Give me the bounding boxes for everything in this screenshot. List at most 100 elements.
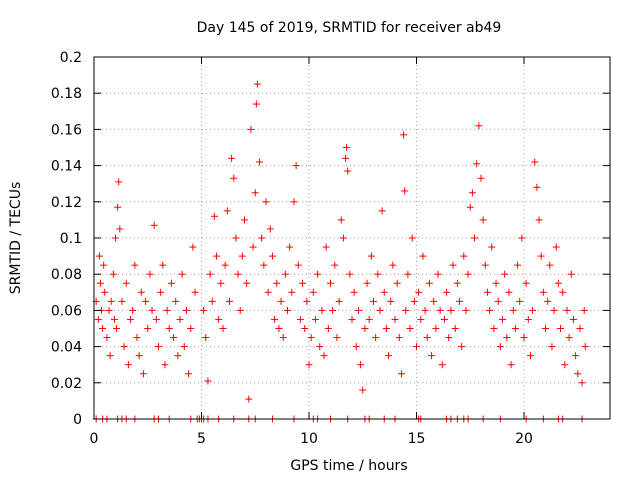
data-point	[294, 261, 302, 269]
data-point	[460, 252, 468, 260]
data-point	[155, 343, 162, 351]
data-point	[501, 270, 509, 278]
data-point	[533, 183, 541, 191]
data-point	[174, 352, 182, 360]
data-point	[329, 306, 337, 314]
data-point	[152, 315, 160, 323]
data-point	[260, 261, 268, 269]
data-point	[249, 243, 257, 251]
data-point	[361, 325, 369, 332]
data-point	[277, 297, 285, 305]
data-point	[234, 270, 242, 278]
data-point	[286, 243, 294, 251]
data-point	[402, 306, 410, 314]
x-tick-label: 5	[197, 431, 206, 447]
data-point	[574, 370, 582, 378]
data-point	[273, 279, 281, 287]
data-point	[182, 306, 190, 314]
data-point	[563, 306, 571, 314]
data-point	[129, 306, 137, 314]
data-point	[311, 315, 319, 323]
y-tick-label: 0.18	[51, 86, 82, 102]
data-point	[557, 325, 565, 332]
data-point	[127, 315, 135, 323]
data-point	[462, 306, 470, 314]
data-point	[354, 306, 362, 314]
data-point	[139, 370, 147, 378]
y-axis-label: SRMTID / TECUs	[8, 182, 24, 295]
data-point	[511, 325, 519, 332]
data-point	[217, 279, 225, 287]
data-point	[479, 216, 487, 224]
data-point	[505, 288, 513, 296]
data-point	[208, 297, 216, 305]
data-point	[109, 270, 117, 278]
data-point	[458, 343, 466, 351]
data-point	[572, 352, 580, 360]
data-point	[142, 297, 150, 305]
data-point	[539, 288, 547, 296]
data-point	[395, 334, 403, 342]
data-point	[492, 279, 500, 287]
data-point	[230, 174, 238, 182]
data-point	[554, 279, 562, 287]
data-point	[318, 306, 326, 314]
data-point	[348, 315, 356, 323]
data-point	[436, 306, 444, 314]
data-point	[252, 100, 260, 108]
data-point	[135, 352, 143, 360]
data-point	[236, 306, 244, 314]
data-point	[124, 361, 132, 369]
data-point	[514, 261, 522, 269]
data-point	[490, 325, 498, 332]
data-point	[535, 216, 543, 224]
data-point	[406, 325, 414, 332]
data-point	[95, 252, 103, 260]
data-point	[187, 325, 195, 332]
data-point	[116, 225, 124, 233]
data-point	[559, 288, 567, 296]
data-point	[167, 279, 175, 287]
data-point	[307, 334, 315, 342]
data-point	[284, 306, 291, 314]
data-point	[578, 379, 586, 387]
data-point	[279, 334, 287, 342]
data-point	[223, 207, 231, 215]
data-point	[410, 297, 418, 305]
data-point	[393, 279, 401, 287]
data-point	[148, 306, 156, 314]
data-point	[100, 261, 108, 269]
data-point	[114, 203, 122, 211]
data-point	[103, 334, 111, 342]
data-point	[320, 352, 328, 360]
data-point	[159, 261, 167, 269]
data-point	[200, 306, 208, 314]
data-point	[537, 252, 545, 260]
y-tick-label: 0.04	[51, 340, 82, 356]
data-point	[322, 243, 330, 251]
data-point	[421, 306, 429, 314]
data-point	[146, 270, 154, 278]
data-point	[191, 288, 199, 296]
data-point	[387, 297, 395, 305]
y-tick-label: 0	[73, 412, 82, 428]
data-point	[150, 221, 158, 229]
y-tick-label: 0.12	[51, 195, 82, 211]
data-point	[544, 297, 552, 305]
y-tick-label: 0.02	[51, 376, 82, 392]
data-point	[342, 154, 350, 162]
data-point	[357, 361, 365, 369]
data-point	[494, 297, 502, 305]
data-point	[339, 234, 347, 242]
data-point	[157, 288, 165, 296]
data-point	[391, 315, 399, 323]
data-point	[423, 334, 431, 342]
data-point	[370, 297, 377, 305]
data-point	[552, 243, 560, 251]
data-point	[296, 315, 304, 323]
data-point	[516, 297, 524, 305]
data-point	[266, 225, 274, 233]
grid-lines	[94, 57, 610, 419]
data-point	[228, 154, 236, 162]
